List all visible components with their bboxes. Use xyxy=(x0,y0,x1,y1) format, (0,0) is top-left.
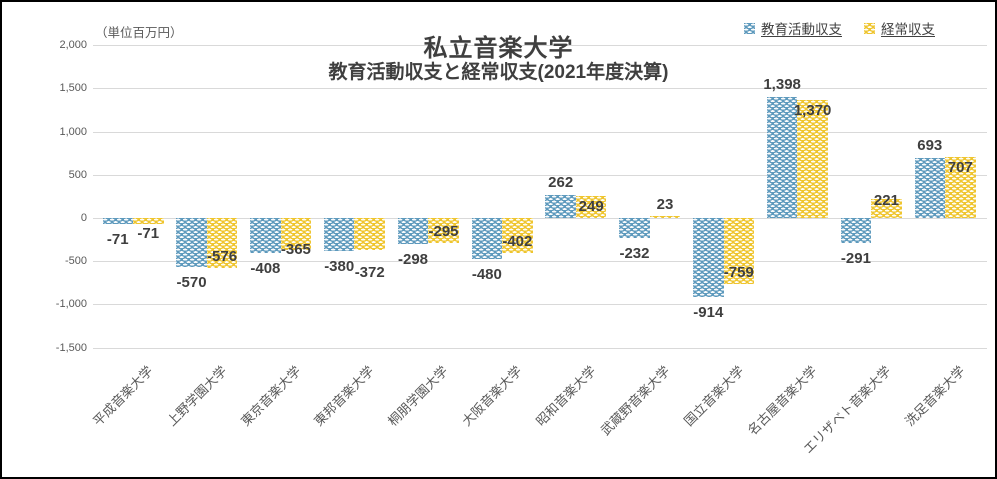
bar xyxy=(133,218,164,225)
bar xyxy=(176,218,207,268)
y-tick-label: 500 xyxy=(68,168,87,181)
gridline xyxy=(93,45,987,47)
data-label: 1,398 xyxy=(763,76,801,94)
bar xyxy=(914,158,946,218)
bar xyxy=(619,218,650,239)
data-label: 23 xyxy=(656,196,674,213)
bar xyxy=(206,218,238,268)
data-label: -380 xyxy=(324,257,355,275)
bar xyxy=(354,218,385,251)
data-label: -232 xyxy=(619,245,650,263)
category-label: 桐朋学園大学 xyxy=(385,363,452,429)
data-label: -408 xyxy=(250,260,281,278)
bar xyxy=(723,218,755,284)
bar xyxy=(575,196,607,218)
data-label: 249 xyxy=(578,198,604,216)
category-label: 東邦音楽大学 xyxy=(311,363,378,429)
bar xyxy=(693,218,724,297)
category-label: 武蔵野音楽大学 xyxy=(597,363,673,439)
data-label: -576 xyxy=(207,247,238,265)
data-label: 707 xyxy=(947,158,973,176)
category-label: 名古屋音楽大学 xyxy=(745,363,821,439)
data-label: -402 xyxy=(502,232,533,250)
legend-item-education-activity: 教育活動収支 xyxy=(744,18,842,38)
data-label: -480 xyxy=(471,266,502,284)
data-label: -298 xyxy=(398,250,429,268)
y-tick-label: 0 xyxy=(80,212,87,224)
bar xyxy=(280,218,312,250)
y-tick-label: -500 xyxy=(64,255,87,268)
legend-swatch-blue-pattern-icon xyxy=(744,22,755,34)
legend-swatch-yellow-pattern-icon xyxy=(864,22,875,34)
gridline xyxy=(93,174,987,176)
gridline xyxy=(93,261,987,263)
bar xyxy=(840,218,872,244)
gridline xyxy=(93,347,987,349)
bar xyxy=(649,216,681,218)
bar xyxy=(397,218,429,244)
data-label: -372 xyxy=(354,264,385,282)
gridline xyxy=(93,304,987,306)
bar xyxy=(471,218,503,260)
gridline xyxy=(93,218,987,219)
bar xyxy=(502,218,533,253)
unit-label: （単位百万円） xyxy=(95,26,183,40)
legend: 教育活動収支 経常収支 xyxy=(744,18,935,38)
bar xyxy=(102,218,133,225)
gridline xyxy=(93,88,987,90)
y-tick-label: 1,500 xyxy=(59,82,87,95)
data-label: -365 xyxy=(280,240,311,258)
category-label: 昭和音楽大学 xyxy=(532,363,599,429)
data-label: -759 xyxy=(723,263,754,281)
bar xyxy=(871,198,902,218)
data-label: 262 xyxy=(548,174,574,192)
data-label: 1,370 xyxy=(793,101,832,119)
chart-title: 私立音楽大学 xyxy=(423,35,574,62)
y-tick-label: -1,500 xyxy=(55,341,87,354)
category-label: 国立音楽大学 xyxy=(680,363,747,429)
legend-item-ordinary-balance: 経常収支 xyxy=(864,18,935,38)
category-label: 大阪音楽大学 xyxy=(459,363,525,429)
data-label: 221 xyxy=(873,191,899,209)
bar xyxy=(428,218,459,244)
category-label: 上野学園大学 xyxy=(163,363,230,429)
bar xyxy=(797,99,828,218)
y-tick-label: -1,000 xyxy=(55,298,87,311)
legend-label: 教育活動収支 xyxy=(761,22,842,37)
category-label: 洗足音楽大学 xyxy=(901,363,968,429)
data-label: -295 xyxy=(428,223,459,241)
data-label: -71 xyxy=(106,231,129,249)
bar xyxy=(766,97,798,218)
data-label: -914 xyxy=(693,303,724,321)
legend-label: 経常収支 xyxy=(881,22,935,37)
category-label: 平成音楽大学 xyxy=(89,363,156,429)
bar xyxy=(250,218,281,254)
data-label: -71 xyxy=(137,225,160,243)
y-tick-label: 1,000 xyxy=(59,125,87,138)
bar xyxy=(945,156,976,218)
data-label: -291 xyxy=(840,250,871,268)
category-label: 東京音楽大学 xyxy=(237,363,304,429)
y-tick-label: 2,000 xyxy=(59,39,87,52)
bar xyxy=(323,218,355,251)
data-label: -570 xyxy=(176,274,207,292)
data-label: 693 xyxy=(917,137,943,155)
bar xyxy=(545,195,576,218)
chart-subtitle: 教育活動収支と経常収支(2021年度決算) xyxy=(328,62,669,83)
gridline xyxy=(93,131,987,133)
